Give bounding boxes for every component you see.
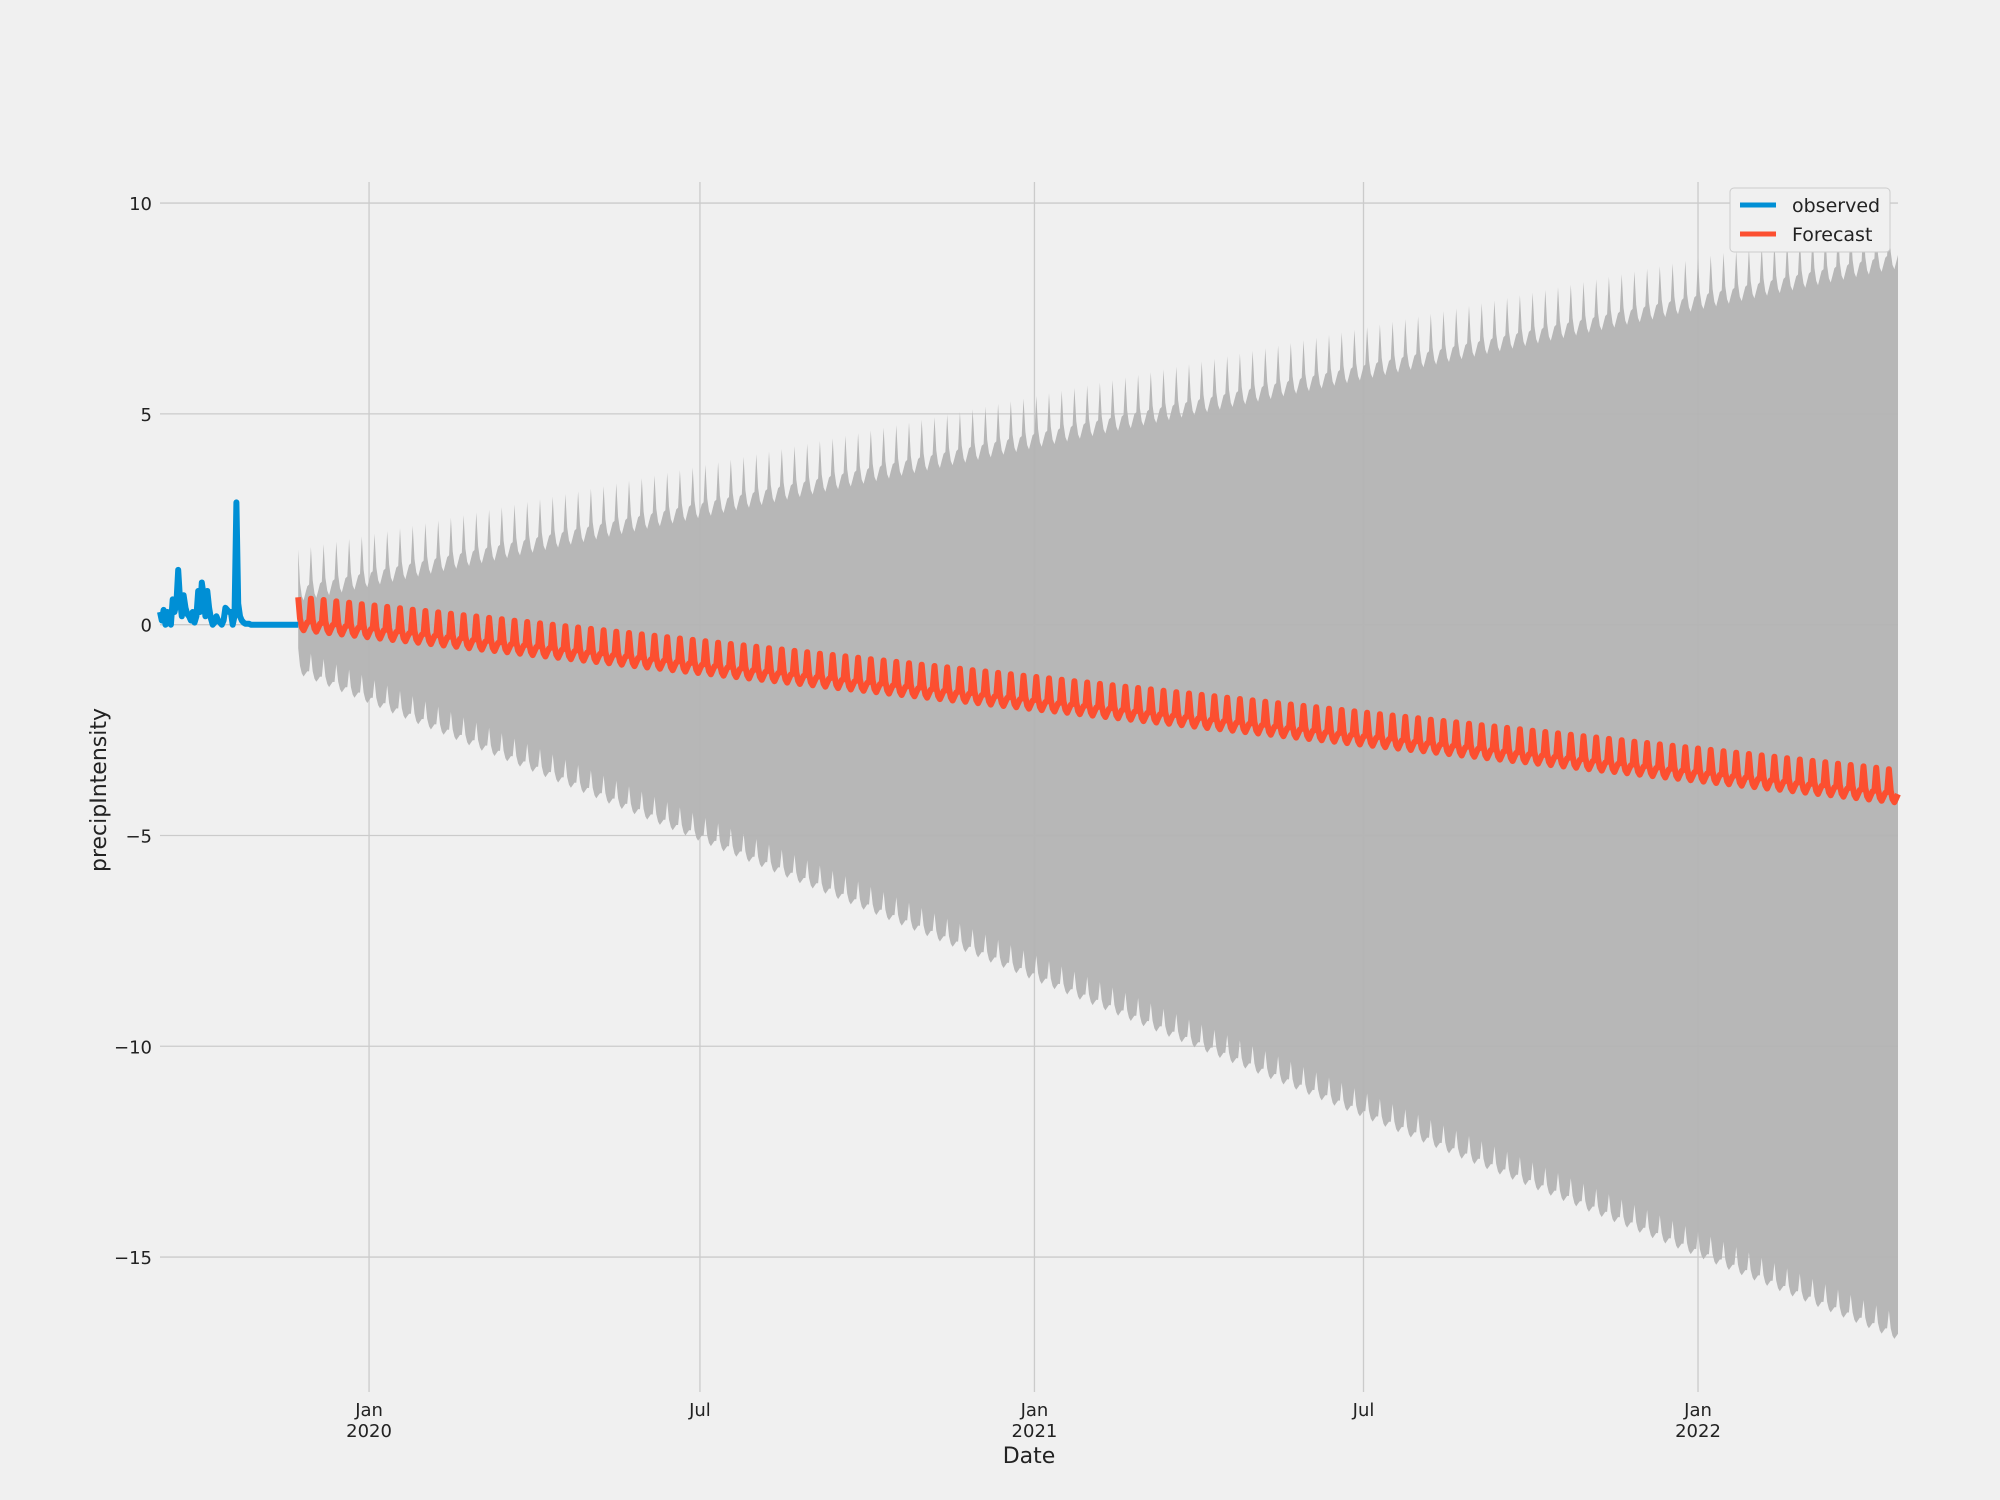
y-tick-label: 10 bbox=[129, 194, 152, 215]
x-tick-label: Jan bbox=[354, 1400, 383, 1421]
y-tick-label: −5 bbox=[125, 826, 152, 847]
x-tick-label: Jul bbox=[688, 1400, 711, 1421]
forecast-series-line bbox=[295, 595, 1901, 806]
x-tick-year-label: 2022 bbox=[1675, 1421, 1721, 1442]
legend-label-forecast: Forecast bbox=[1792, 224, 1872, 246]
legend-label-observed: observed bbox=[1792, 195, 1880, 217]
legend: observed Forecast bbox=[1729, 187, 1891, 253]
x-tick-label: Jan bbox=[1683, 1400, 1712, 1421]
x-tick-label: Jan bbox=[1020, 1400, 1049, 1421]
y-tick-label: −10 bbox=[114, 1037, 152, 1058]
y-axis-ticks: 10 5 0 −5 −10 −15 bbox=[114, 194, 152, 1269]
y-tick-label: 0 bbox=[141, 616, 152, 637]
x-tick-label: Jul bbox=[1352, 1400, 1375, 1421]
x-axis-label: Date bbox=[1003, 1444, 1056, 1469]
observed-series-line bbox=[157, 499, 300, 628]
y-tick-label: −15 bbox=[114, 1248, 152, 1269]
y-axis-label: precipIntensity bbox=[87, 708, 112, 872]
x-tick-year-label: 2021 bbox=[1012, 1421, 1058, 1442]
forecast-confidence-band bbox=[298, 218, 1899, 1339]
y-tick-label: 5 bbox=[141, 405, 152, 426]
x-tick-year-label: 2020 bbox=[346, 1421, 392, 1442]
